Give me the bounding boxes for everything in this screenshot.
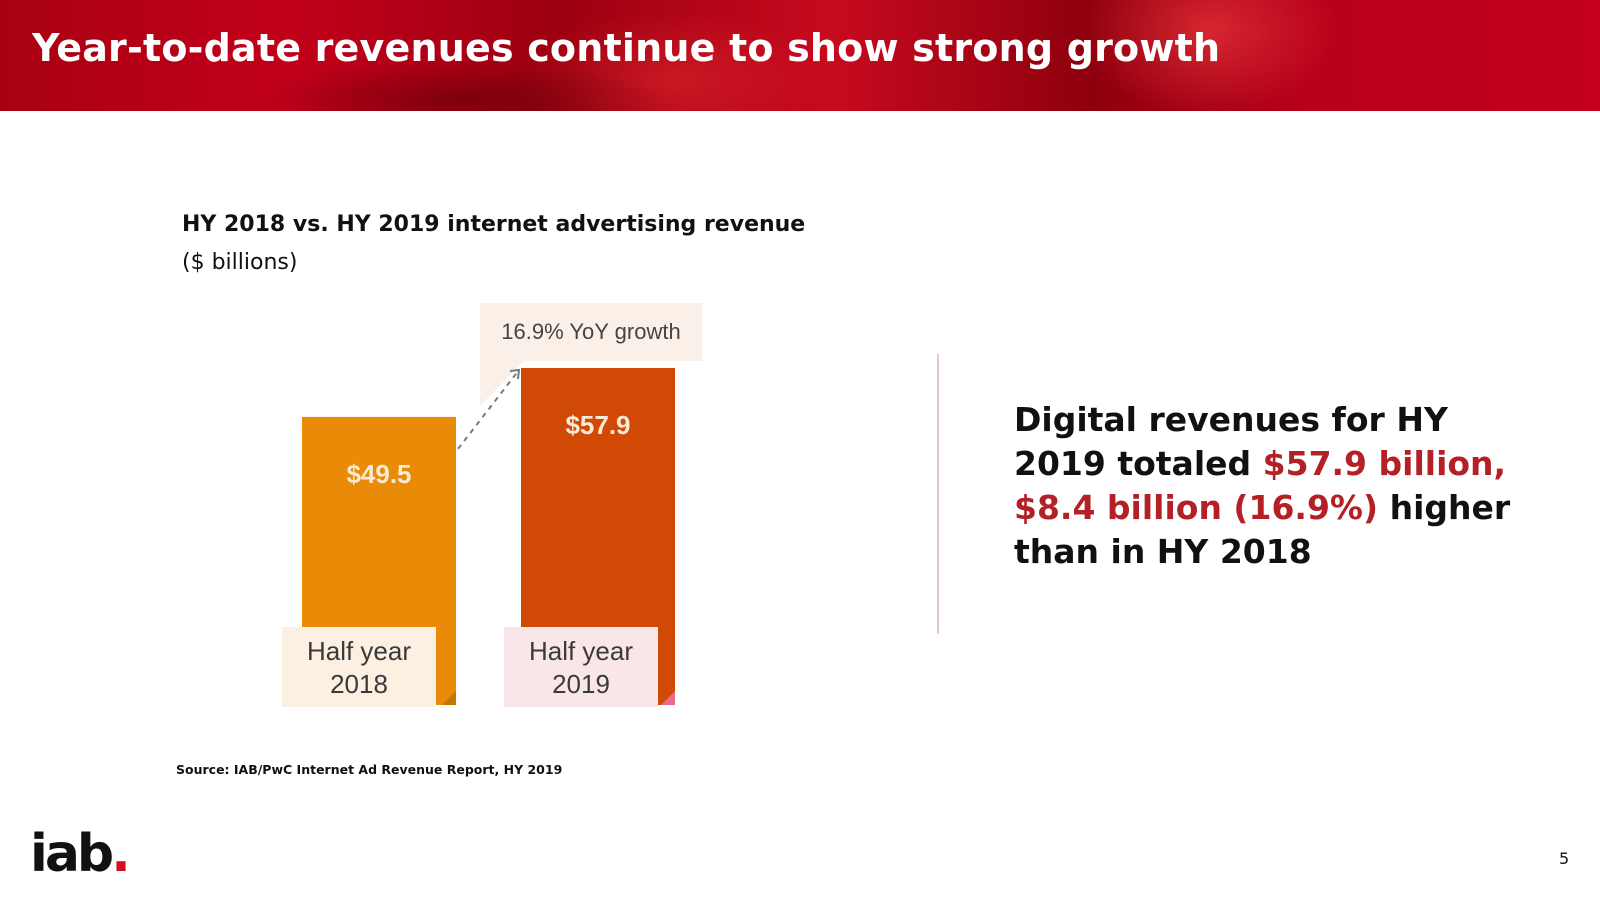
value-label-1: $57.9 (565, 410, 630, 440)
chart-title: HY 2018 vs. HY 2019 internet advertising… (182, 212, 806, 237)
category-label-0-0: Half year (307, 636, 411, 666)
annotation-label: 16.9% YoY growth (501, 319, 680, 344)
value-label-0: $49.5 (346, 459, 411, 489)
iab-logo: iab. (30, 828, 131, 880)
banner-glow (520, 10, 820, 111)
category-label-1-0: Half year (529, 636, 633, 666)
annotation-box (480, 303, 702, 361)
chart-subtitle: ($ billions) (182, 250, 298, 275)
page-title: Year-to-date revenues continue to show s… (32, 26, 1221, 70)
callout-text-part1: Digital revenues for HY 2019 totaled (1014, 400, 1448, 483)
page-number: 5 (1559, 849, 1570, 868)
bar-fold-1 (661, 691, 675, 705)
source-note: Source: IAB/PwC Internet Ad Revenue Repo… (176, 762, 563, 777)
callout-text-part2: higher than in HY 2018 (1014, 488, 1511, 571)
header-banner: Year-to-date revenues continue to show s… (0, 0, 1600, 111)
callout-text: Digital revenues for HY 2019 totaled $57… (1014, 398, 1534, 574)
annotation-pointer (480, 361, 524, 406)
logo-text: iab (30, 824, 114, 884)
logo-dot: . (111, 824, 131, 884)
category-box-0 (282, 627, 436, 707)
callout-highlight: $57.9 billion, $8.4 billion (16.9%) (1014, 444, 1507, 527)
category-box-1 (504, 627, 658, 707)
category-label-1-1: 2019 (552, 669, 610, 699)
banner-highlight (1080, 0, 1340, 111)
growth-arrow (457, 369, 520, 450)
divider (937, 354, 939, 634)
category-label-0-1: 2018 (330, 669, 388, 699)
growth-arrow-head (509, 368, 521, 380)
bar-fold-0 (442, 691, 456, 705)
